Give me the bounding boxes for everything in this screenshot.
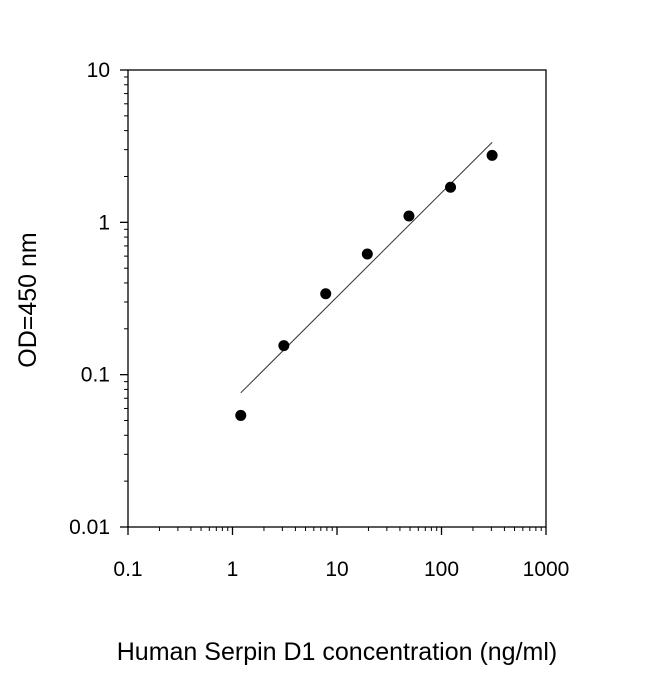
data-point [278, 340, 290, 352]
plot-frame [127, 69, 547, 528]
x-tick-label: 0.1 [113, 558, 142, 581]
data-point [486, 149, 498, 161]
y-tick-label: 1 [98, 211, 110, 234]
plot-series [235, 141, 498, 421]
y-axis-title: OD=450 nm [14, 232, 42, 368]
x-axis-ticks: 0.1 1 10 100 1000 [113, 527, 569, 581]
y-tick-label: 0.1 [81, 364, 110, 387]
y-tick-label: 0.01 [69, 516, 110, 539]
x-tick-label: 1 [227, 558, 239, 581]
y-axis-ticks: 0.01 0.1 1 10 [69, 59, 128, 539]
data-point [445, 181, 457, 193]
data-point [361, 248, 373, 260]
data-point [403, 210, 415, 222]
y-tick-label: 10 [87, 59, 110, 82]
x-tick-label: 1000 [523, 558, 570, 581]
x-tick-label: 100 [424, 558, 459, 581]
x-tick-label: 10 [325, 558, 348, 581]
data-point [320, 288, 332, 300]
x-axis-title: Human Serpin D1 concentration (ng/ml) [117, 638, 557, 666]
data-point [235, 409, 247, 421]
fit-line [240, 141, 493, 394]
